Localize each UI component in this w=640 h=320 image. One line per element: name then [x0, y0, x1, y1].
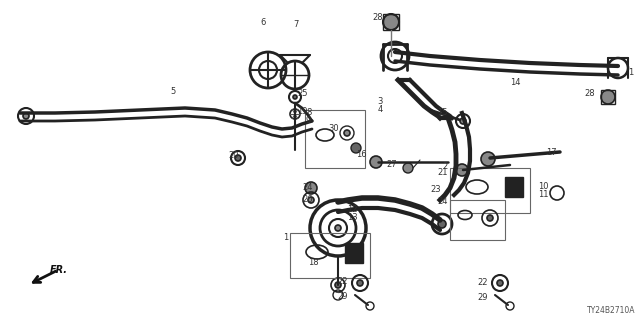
- Text: 3: 3: [378, 97, 383, 106]
- Text: 24: 24: [302, 183, 312, 192]
- Text: 29: 29: [337, 292, 348, 301]
- Text: 5: 5: [170, 87, 175, 96]
- Text: 25: 25: [297, 89, 307, 98]
- Circle shape: [383, 14, 399, 30]
- Text: 28: 28: [584, 89, 595, 98]
- Text: 9: 9: [306, 116, 311, 125]
- Bar: [305, 110, 365, 168]
- Text: 18: 18: [308, 258, 319, 267]
- Text: 15: 15: [437, 108, 447, 117]
- Text: 11: 11: [538, 190, 548, 199]
- Text: 19: 19: [297, 107, 307, 116]
- Circle shape: [351, 143, 361, 153]
- Circle shape: [487, 215, 493, 221]
- Circle shape: [235, 155, 241, 161]
- Bar: [290, 233, 370, 278]
- Bar: [601, 90, 615, 104]
- Text: 30: 30: [328, 124, 339, 133]
- Bar: [450, 168, 530, 213]
- Text: 23: 23: [430, 185, 440, 194]
- Text: 12: 12: [348, 205, 358, 214]
- Circle shape: [305, 182, 317, 194]
- Text: 2: 2: [443, 162, 448, 171]
- Circle shape: [335, 282, 341, 288]
- Bar: [450, 200, 505, 240]
- Text: 28: 28: [372, 13, 383, 22]
- Circle shape: [601, 90, 615, 104]
- Text: 8: 8: [306, 108, 312, 117]
- Bar: [383, 14, 399, 30]
- Text: 22: 22: [337, 277, 348, 286]
- Text: 27: 27: [387, 160, 397, 169]
- Bar: [505, 177, 523, 197]
- Text: 1: 1: [628, 68, 633, 77]
- Circle shape: [481, 152, 495, 166]
- Circle shape: [456, 164, 468, 176]
- Bar: [345, 243, 363, 263]
- Circle shape: [497, 280, 503, 286]
- Text: 29: 29: [477, 293, 488, 302]
- Text: 4: 4: [378, 105, 383, 114]
- Circle shape: [293, 95, 297, 99]
- Circle shape: [335, 225, 341, 231]
- Circle shape: [370, 156, 382, 168]
- Text: 22: 22: [477, 278, 488, 287]
- Text: 26: 26: [302, 195, 312, 204]
- Circle shape: [438, 220, 446, 228]
- Text: 17: 17: [546, 148, 557, 157]
- Text: 6: 6: [260, 18, 266, 27]
- Circle shape: [23, 113, 29, 119]
- Text: 21: 21: [438, 168, 448, 177]
- Circle shape: [460, 118, 466, 124]
- Text: TY24B2710A: TY24B2710A: [586, 306, 635, 315]
- Circle shape: [403, 163, 413, 173]
- Text: 16: 16: [356, 150, 367, 159]
- Circle shape: [357, 280, 363, 286]
- Text: FR.: FR.: [50, 265, 68, 275]
- Text: 1: 1: [283, 233, 288, 242]
- Text: 14: 14: [510, 78, 520, 87]
- Text: 24: 24: [438, 197, 448, 206]
- Text: 10: 10: [538, 182, 548, 191]
- Text: 7: 7: [293, 20, 298, 29]
- Text: 20: 20: [228, 151, 239, 160]
- Circle shape: [308, 197, 314, 203]
- Circle shape: [344, 130, 350, 136]
- Text: 13: 13: [348, 213, 358, 222]
